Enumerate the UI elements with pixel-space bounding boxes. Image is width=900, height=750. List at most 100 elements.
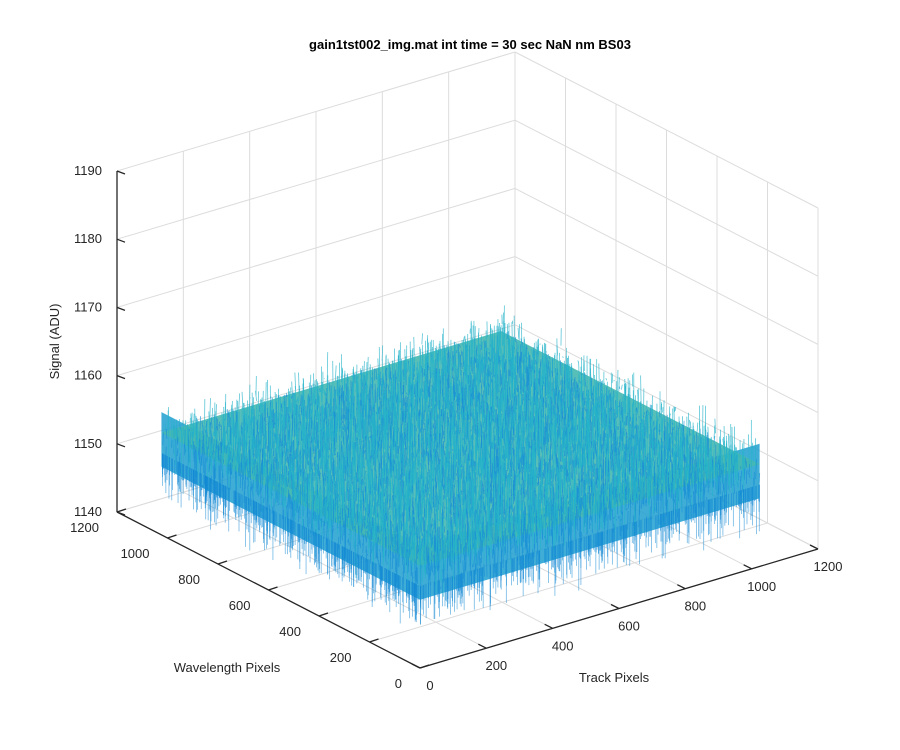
surface-spike	[343, 372, 346, 399]
surface-spike	[539, 439, 541, 458]
surface-spike	[689, 480, 691, 506]
surface-spike	[758, 473, 761, 483]
surface-spike	[546, 377, 549, 399]
surface-spike	[378, 430, 381, 442]
surface-spike	[379, 410, 382, 412]
surface-spike	[564, 435, 567, 455]
surface-spike	[431, 416, 433, 420]
surface-spike	[555, 431, 558, 452]
surface-spike	[612, 421, 614, 442]
surface-spike	[544, 438, 546, 443]
surface-spike	[446, 441, 449, 470]
surface-spike	[355, 411, 358, 417]
surface-spike	[553, 392, 556, 424]
surface-spike	[525, 489, 528, 491]
surface-spike	[494, 435, 497, 440]
surface-spike	[450, 421, 453, 439]
surface-spike	[484, 348, 486, 367]
surface-spike	[575, 425, 577, 442]
surface-spike	[557, 432, 560, 465]
surface-spike	[429, 366, 432, 381]
surface-spike	[613, 379, 615, 382]
surface-spike	[441, 424, 444, 430]
surface-spike	[562, 506, 565, 522]
surface-spike	[438, 431, 441, 434]
surface-spike	[621, 427, 624, 451]
surface-spike	[530, 440, 533, 443]
surface-spike	[626, 463, 629, 488]
surface-spike	[558, 472, 560, 507]
surface-spike	[716, 455, 719, 487]
surface-spike	[456, 395, 459, 406]
surface-spike	[614, 483, 616, 496]
surface-spike	[500, 438, 503, 466]
surface-spike	[589, 478, 591, 487]
surface-spike	[492, 393, 494, 421]
surface-spike	[573, 378, 576, 393]
surface-spike	[629, 408, 631, 413]
surface-spike	[298, 372, 300, 394]
surface-spike	[396, 431, 399, 445]
surface-spike	[441, 429, 443, 448]
surface-spike	[704, 464, 706, 467]
surface-spike	[509, 427, 512, 456]
surface-spike	[418, 388, 420, 399]
surface-spike	[629, 439, 631, 451]
surface-spike	[403, 397, 406, 406]
surface-spike	[467, 350, 469, 352]
surface-spike	[397, 366, 400, 379]
surface-spike	[479, 380, 482, 383]
surface-spike	[493, 475, 495, 483]
surface-spike	[683, 476, 685, 492]
surface-spike	[410, 416, 413, 459]
surface-spike	[512, 461, 514, 471]
surface-spike	[618, 441, 621, 450]
surface-spike	[449, 440, 451, 460]
surface-spike	[400, 360, 403, 381]
surface-spike	[486, 363, 489, 389]
surface-spike	[653, 506, 656, 514]
surface-spike	[357, 381, 359, 422]
surface-spike	[571, 363, 573, 381]
surface-spike	[473, 408, 475, 441]
surface-spike	[718, 443, 720, 472]
surface-spike	[510, 454, 512, 458]
surface-spike	[637, 477, 640, 493]
surface-spike	[538, 398, 540, 410]
surface-spike	[487, 411, 490, 431]
surface-spike	[632, 478, 635, 499]
surface-spike	[660, 458, 663, 463]
surface-spike	[590, 480, 593, 483]
surface-spike	[485, 351, 487, 368]
surface-spike	[752, 442, 754, 462]
surface-spike	[710, 460, 712, 470]
surface-spike	[588, 450, 591, 471]
floor-grid-line	[369, 522, 768, 643]
surface-spike	[409, 365, 411, 391]
surface-spike	[466, 420, 468, 440]
surface-spike	[550, 469, 553, 480]
surface-spike	[537, 401, 540, 417]
surface-spike	[517, 455, 519, 463]
surface-spike	[462, 351, 464, 367]
surface-spike	[457, 348, 459, 362]
surface-spike	[562, 356, 564, 358]
surface-spike	[388, 362, 391, 395]
surface-spike	[430, 357, 433, 363]
surface-spike	[445, 387, 448, 409]
surface-spike	[547, 354, 549, 361]
surface-spike	[580, 497, 582, 502]
surface-spike	[673, 406, 676, 441]
surface-spike	[609, 420, 611, 434]
surface-spike	[518, 463, 520, 470]
surface-spike	[435, 406, 438, 453]
surface-spike	[351, 375, 353, 378]
surface-spike	[367, 356, 369, 381]
surface-spike	[466, 434, 468, 440]
surface-spike	[510, 462, 513, 473]
surface-spike	[559, 425, 562, 453]
surface-spike	[615, 406, 618, 415]
surface-spike	[351, 386, 354, 426]
surface-spike	[565, 431, 567, 437]
surface-spike	[515, 381, 518, 393]
